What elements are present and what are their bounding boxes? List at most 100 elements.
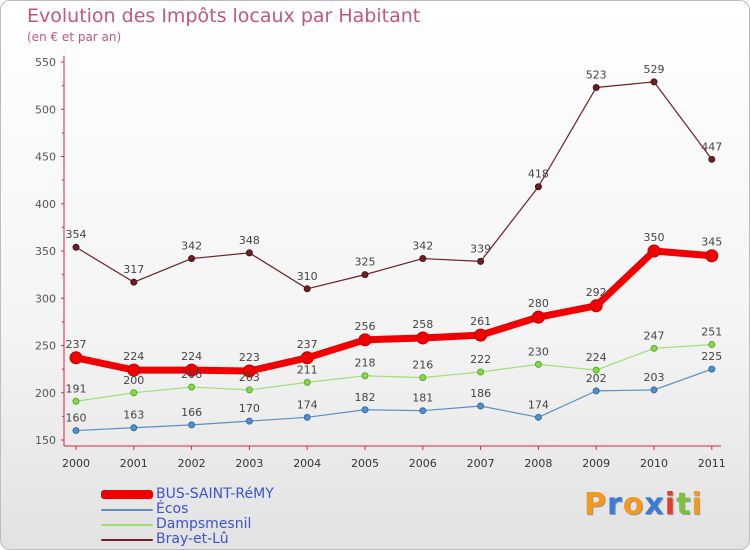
- data-point: [419, 407, 427, 415]
- data-label: 447: [701, 140, 722, 153]
- data-label: 206: [181, 368, 202, 381]
- data-label: 191: [66, 382, 87, 395]
- data-point: [242, 364, 256, 378]
- data-label: 345: [701, 236, 722, 249]
- data-label: 237: [66, 338, 87, 351]
- data-point: [477, 257, 485, 265]
- chart-title: Evolution des Impôts locaux par Habitant: [27, 5, 421, 27]
- x-tick-label: 2007: [467, 457, 495, 470]
- data-label: 174: [528, 398, 549, 411]
- data-label: 247: [644, 329, 665, 342]
- data-point: [303, 378, 311, 386]
- data-label: 181: [412, 392, 433, 405]
- data-label: 237: [297, 338, 318, 351]
- series-line-0: [72, 247, 716, 375]
- data-label: 325: [355, 256, 376, 269]
- data-label: 342: [181, 240, 202, 253]
- x-tick-label: 2005: [351, 457, 379, 470]
- data-label: 222: [470, 353, 491, 366]
- legend-swatch: [101, 508, 153, 511]
- data-label: 163: [123, 409, 144, 422]
- data-point: [300, 351, 314, 365]
- logo-letter: x: [644, 487, 665, 522]
- data-label: 418: [528, 168, 549, 181]
- data-label: 218: [355, 357, 376, 370]
- data-point: [419, 374, 427, 382]
- x-tick-label: 2006: [409, 457, 437, 470]
- logo-letter: r: [607, 487, 623, 522]
- y-tick-label: 550: [35, 56, 56, 69]
- data-label: 174: [297, 398, 318, 411]
- y-tick-label: 250: [35, 340, 56, 353]
- legend-label: BUS-SAINT-RéMY: [156, 486, 274, 502]
- data-label: 224: [586, 351, 607, 364]
- data-label: 529: [644, 63, 665, 76]
- y-tick-label: 300: [35, 292, 56, 305]
- data-label: 317: [123, 263, 144, 276]
- data-point: [188, 383, 196, 391]
- legend-swatch: [101, 538, 153, 541]
- legend-label: Bray-et-Lû: [156, 531, 229, 547]
- data-label: 216: [412, 359, 433, 372]
- data-point: [419, 255, 427, 263]
- data-point: [127, 363, 141, 377]
- logo-letter: o: [622, 487, 645, 522]
- y-tick-label: 400: [35, 198, 56, 211]
- logo-letter: t: [676, 487, 692, 522]
- data-point: [534, 413, 542, 421]
- data-label: 225: [701, 350, 722, 363]
- data-label: 160: [66, 412, 87, 425]
- y-tick-label: 200: [35, 387, 56, 400]
- data-point: [303, 285, 311, 293]
- data-point: [245, 386, 253, 394]
- data-label: 256: [355, 320, 376, 333]
- data-point: [188, 255, 196, 263]
- legend-item: BUS-SAINT-RéMY: [101, 487, 274, 502]
- legend-item: Écos: [101, 502, 274, 517]
- proxiti-logo: Proxiti: [584, 487, 703, 522]
- data-point: [245, 249, 253, 257]
- data-label: 203: [644, 371, 665, 384]
- logo-letter: i: [664, 487, 677, 522]
- data-label: 310: [297, 270, 318, 283]
- data-point: [358, 333, 372, 347]
- data-point: [592, 387, 600, 395]
- data-label: 224: [123, 350, 144, 363]
- y-tick-label: 350: [35, 245, 56, 258]
- x-tick-label: 2000: [62, 457, 90, 470]
- logo-letter: i: [691, 487, 703, 522]
- data-point: [361, 271, 369, 279]
- data-point: [130, 278, 138, 286]
- data-label: 182: [355, 391, 376, 404]
- legend-item: Dampsmesnil: [101, 517, 274, 532]
- data-point: [303, 413, 311, 421]
- data-point: [72, 397, 80, 405]
- data-label: 339: [470, 242, 491, 255]
- data-label: 166: [181, 406, 202, 419]
- data-point: [130, 389, 138, 397]
- data-point: [531, 310, 545, 324]
- data-point: [416, 331, 430, 345]
- data-point: [185, 363, 199, 377]
- data-label: 200: [123, 374, 144, 387]
- data-point: [592, 84, 600, 92]
- legend-swatch: [101, 490, 153, 499]
- data-point: [534, 183, 542, 191]
- data-point: [650, 78, 658, 86]
- data-point: [534, 360, 542, 368]
- legend-label: Dampsmesnil: [156, 516, 252, 532]
- x-tick-label: 2001: [120, 457, 148, 470]
- data-point: [592, 366, 600, 374]
- x-tick-label: 2009: [582, 457, 610, 470]
- data-label: 186: [470, 387, 491, 400]
- data-point: [361, 406, 369, 414]
- data-point: [708, 341, 716, 349]
- data-point: [361, 372, 369, 380]
- data-label: 223: [239, 351, 260, 364]
- data-label: 170: [239, 402, 260, 415]
- data-label: 292: [586, 286, 607, 299]
- x-tick-label: 2004: [293, 457, 321, 470]
- data-label: 251: [701, 326, 722, 339]
